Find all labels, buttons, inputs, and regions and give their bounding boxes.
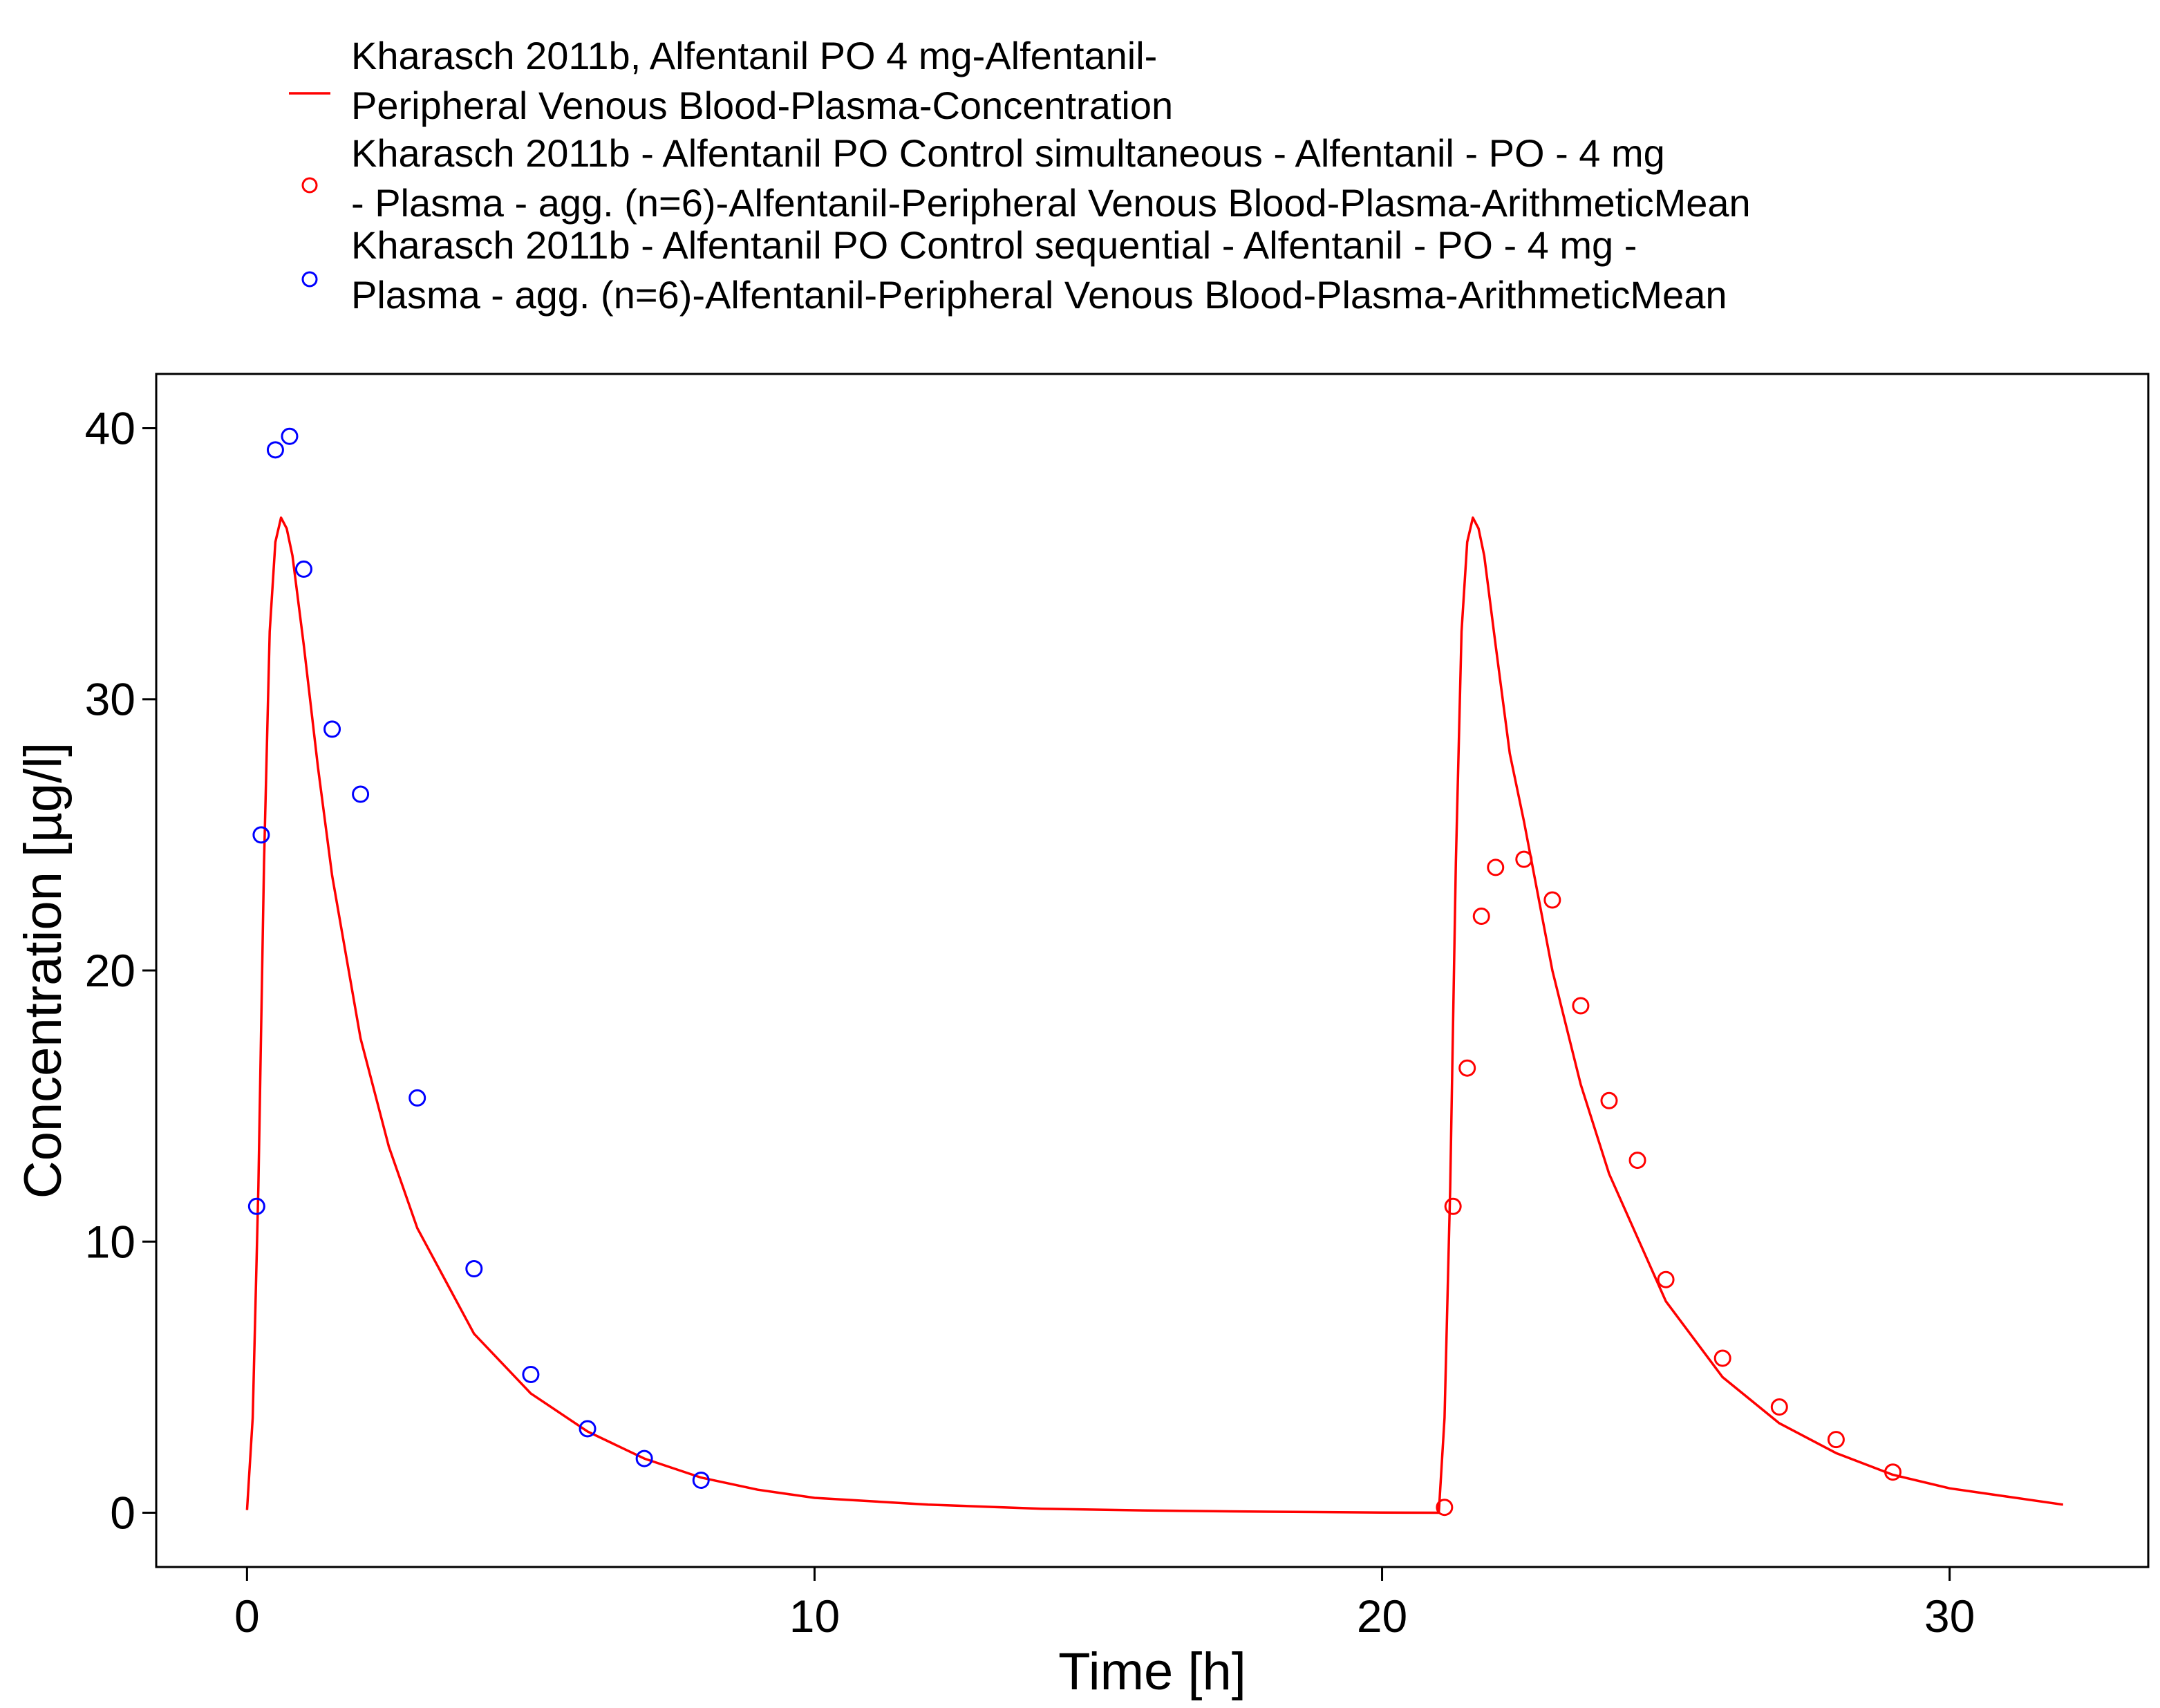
- x-axis: 0 10 20 30: [234, 1567, 1975, 1642]
- data-point-simultaneous: [1436, 1499, 1454, 1517]
- plot-frame: [155, 373, 2150, 1568]
- data-point-simultaneous: [1770, 1398, 1788, 1416]
- legend: Kharasch 2011b, Alfentanil PO 4 mg-Alfen…: [289, 34, 1751, 317]
- data-point-simultaneous: [1572, 997, 1590, 1015]
- legend-label: Kharasch 2011b, Alfentanil PO 4 mg-Alfen…: [351, 34, 1157, 77]
- data-point-simultaneous: [1458, 1059, 1476, 1077]
- data-point-sequential: [247, 1197, 265, 1215]
- data-point-simultaneous: [1657, 1270, 1675, 1288]
- data-point-sequential: [281, 427, 299, 445]
- data-point-simultaneous: [1884, 1463, 1902, 1481]
- x-tick-label: 30: [1924, 1590, 1975, 1642]
- data-point-sequential: [635, 1449, 653, 1467]
- legend-key-marker: [301, 271, 318, 288]
- data-point-simultaneous: [1515, 850, 1533, 868]
- data-point-simultaneous: [1827, 1431, 1845, 1449]
- plot-area: [245, 427, 2064, 1517]
- y-axis: 0 10 20 30 40: [85, 402, 156, 1539]
- y-tick-label: 40: [85, 402, 135, 453]
- data-point-simultaneous: [1628, 1152, 1646, 1170]
- legend-label: Peripheral Venous Blood-Plasma-Concentra…: [351, 84, 1173, 127]
- y-tick-label: 0: [110, 1488, 135, 1539]
- data-point-sequential: [522, 1365, 540, 1383]
- legend-key-marker: [301, 177, 318, 194]
- y-tick-label: 30: [85, 674, 135, 725]
- data-point-simultaneous: [1543, 891, 1561, 909]
- y-tick-label: 20: [85, 945, 135, 996]
- data-point-sequential: [266, 441, 284, 459]
- data-point-sequential: [408, 1089, 426, 1107]
- data-point-simultaneous: [1472, 908, 1490, 926]
- data-point-sequential: [692, 1471, 710, 1489]
- x-tick-label: 10: [789, 1590, 840, 1642]
- x-tick-label: 20: [1357, 1590, 1407, 1642]
- legend-label: Kharasch 2011b - Alfentanil PO Control s…: [351, 223, 1637, 267]
- data-point-sequential: [252, 826, 270, 844]
- data-point-simultaneous: [1444, 1197, 1462, 1215]
- y-axis-title: Concentration [µg/l]: [14, 742, 73, 1199]
- data-point-sequential: [294, 560, 312, 578]
- data-point-sequential: [352, 785, 370, 803]
- series-line-simulation: [245, 516, 2064, 1514]
- x-axis-title: Time [h]: [1058, 1642, 1246, 1701]
- data-point-simultaneous: [1713, 1349, 1731, 1367]
- data-point-sequential: [323, 720, 341, 738]
- data-point-simultaneous: [1487, 858, 1505, 876]
- data-point-sequential: [465, 1260, 483, 1277]
- data-point-simultaneous: [1600, 1091, 1618, 1109]
- y-tick-label: 10: [85, 1216, 135, 1267]
- legend-label: Plasma - agg. (n=6)-Alfentanil-Periphera…: [351, 273, 1727, 317]
- legend-label: - Plasma - agg. (n=6)-Alfentanil-Periphe…: [351, 181, 1751, 225]
- legend-label: Kharasch 2011b - Alfentanil PO Control s…: [351, 131, 1665, 175]
- x-tick-label: 0: [234, 1590, 260, 1642]
- data-point-sequential: [579, 1420, 597, 1438]
